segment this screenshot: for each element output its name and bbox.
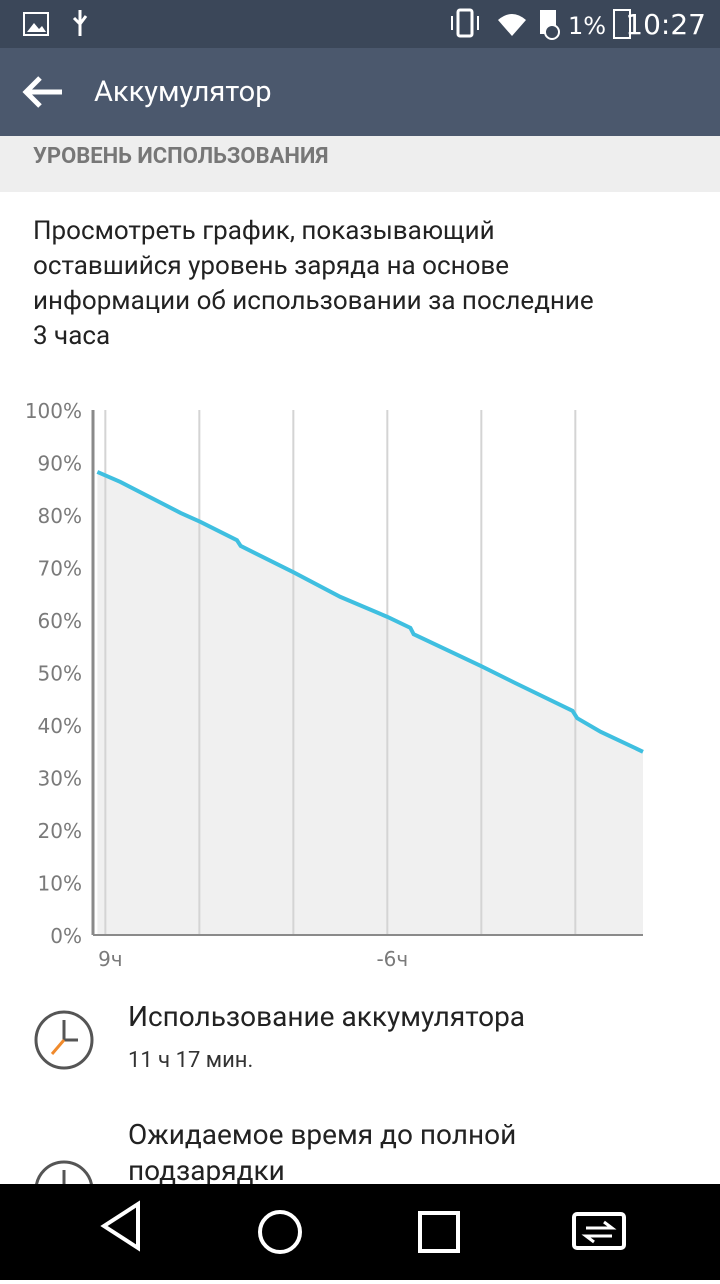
x-tick-label: 9ч — [98, 947, 123, 971]
y-tick-label: 20% — [38, 819, 82, 843]
battery-percent: 1% — [568, 12, 606, 40]
battery-icon — [613, 9, 631, 39]
y-tick-label: 60% — [38, 609, 82, 633]
clock-face — [34, 1010, 94, 1070]
recents-key[interactable] — [418, 1211, 460, 1253]
app-bar: Аккумулятор — [0, 48, 720, 136]
y-tick-label: 0% — [50, 924, 82, 948]
wifi-icon — [498, 14, 526, 36]
clock-icon — [34, 1010, 94, 1070]
status-icons: 1% 10:27 — [23, 8, 706, 41]
section-header: УРОВЕНЬ ИСПОЛЬЗОВАНИЯ — [0, 136, 720, 192]
item-title: Ожидаемое время до полной — [128, 1118, 517, 1151]
y-tick-label: 10% — [38, 872, 82, 896]
sim-error-icon — [544, 24, 560, 40]
section-title: УРОВЕНЬ ИСПОЛЬЗОВАНИЯ — [33, 144, 329, 169]
chart: 0% 10% 20% 30% 40% 50% 60% 70% 80% 90% 100% 9ч -6ч — [25, 399, 644, 971]
item-subtitle: 11 ч 17 мин. — [128, 1048, 254, 1073]
app-title: Аккумулятор — [94, 75, 272, 109]
clock-hands — [62, 1020, 78, 1042]
vibrate-icon — [456, 8, 474, 38]
clock: 10:27 — [625, 8, 706, 41]
usb-icon — [72, 10, 88, 36]
switch-key[interactable] — [572, 1212, 626, 1250]
y-tick-label: 30% — [38, 767, 82, 791]
description-line: 3 часа — [33, 321, 111, 351]
clock-face — [35, 1160, 93, 1184]
clock-icon — [35, 1160, 93, 1184]
y-tick-label: 100% — [25, 399, 82, 423]
y-tick-label: 80% — [38, 504, 82, 528]
home-key[interactable] — [258, 1210, 302, 1254]
back-key[interactable] — [100, 1200, 140, 1252]
clock-hand-accent — [50, 1039, 66, 1055]
nav-icons — [100, 1200, 626, 1254]
area-fill — [97, 471, 643, 935]
list[interactable]: Использование аккумулятора 11 ч 17 мин. … — [0, 990, 720, 1184]
item-title: подзарядки — [128, 1154, 285, 1184]
battery-line — [96, 470, 644, 754]
navigation-bar — [0, 1184, 720, 1280]
item-title: Использование аккумулятора — [128, 1000, 526, 1033]
image-icon-shape — [27, 23, 46, 32]
y-tick-label: 40% — [38, 714, 82, 738]
back-arrow — [22, 76, 62, 108]
description-line: информации об использовании за последние — [33, 286, 594, 316]
back-button[interactable] — [22, 74, 66, 110]
status-bar: 1% 10:27 — [0, 0, 720, 48]
description-line: оставшийся уровень заряда на основе — [33, 251, 510, 281]
description-line: Просмотреть график, показывающий — [33, 216, 495, 246]
vibrate-icon-waves — [451, 16, 479, 30]
image-icon — [23, 12, 49, 36]
y-tick-label: 70% — [38, 557, 82, 581]
y-tick-label: 50% — [38, 662, 82, 686]
switch-key-arrows — [581, 1220, 617, 1244]
x-tick-label: -6ч — [376, 947, 408, 971]
y-tick-label: 90% — [38, 452, 82, 476]
